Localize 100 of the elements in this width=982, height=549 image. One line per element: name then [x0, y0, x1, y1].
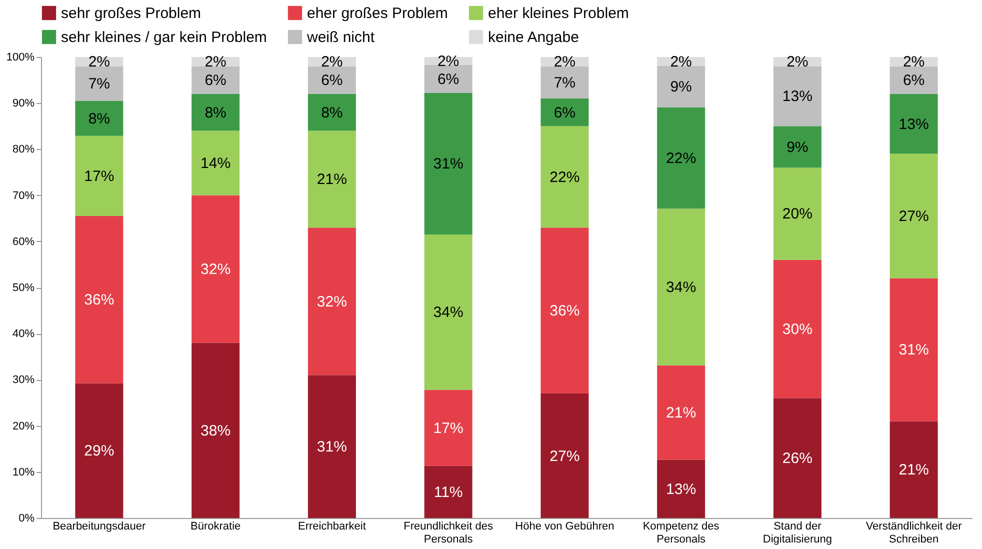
- data-label: 14%: [200, 155, 231, 172]
- y-tick-label: 80%: [12, 144, 35, 156]
- bar: [890, 421, 938, 518]
- bar: [773, 168, 822, 260]
- data-label: 2%: [554, 54, 576, 71]
- data-label: 6%: [902, 72, 925, 90]
- data-label: 8%: [204, 104, 226, 122]
- y-tick-label: 50%: [12, 282, 35, 294]
- data-label: 34%: [433, 304, 464, 322]
- bar: [308, 375, 356, 518]
- bar: [424, 390, 472, 466]
- data-label: 21%: [898, 462, 929, 479]
- bar: [773, 126, 822, 168]
- bar: [424, 92, 472, 234]
- data-label: 30%: [782, 320, 812, 338]
- data-label: 27%: [898, 208, 929, 226]
- data-label: 9%: [786, 138, 808, 156]
- data-label: 21%: [666, 404, 696, 422]
- bar: [773, 398, 822, 518]
- data-label: 22%: [666, 150, 696, 167]
- legend-label: sehr großes Problem: [61, 5, 202, 22]
- data-label: 6%: [554, 104, 576, 122]
- bar: [540, 394, 589, 518]
- data-label: 32%: [316, 293, 347, 310]
- data-label: 31%: [316, 438, 347, 456]
- bar: [75, 136, 124, 216]
- bar: [540, 66, 589, 98]
- bar: [657, 460, 706, 518]
- y-tick-label: 90%: [12, 98, 35, 110]
- data-label: 32%: [200, 261, 231, 278]
- data-label: 2%: [321, 54, 343, 71]
- bar: [308, 130, 356, 228]
- data-label: 36%: [84, 292, 114, 309]
- y-tick-label: 40%: [12, 328, 35, 340]
- data-label: 20%: [782, 206, 812, 223]
- data-label: 8%: [321, 104, 343, 122]
- bar: [308, 94, 356, 131]
- data-label: 11%: [434, 484, 463, 501]
- data-label: 31%: [898, 342, 929, 359]
- data-label: 29%: [84, 442, 114, 460]
- data-label: 6%: [204, 72, 226, 90]
- bar: [540, 126, 589, 228]
- data-label: 2%: [786, 54, 808, 71]
- bar: [890, 66, 938, 94]
- data-label: 7%: [554, 74, 576, 92]
- data-label: 2%: [88, 54, 110, 71]
- bar: [890, 94, 938, 154]
- bar: [192, 94, 240, 131]
- data-label: 34%: [666, 279, 696, 296]
- x-tick-label: Freundlichkeit des Personals: [404, 520, 494, 546]
- data-label: 31%: [433, 156, 464, 173]
- data-label: 9%: [670, 78, 692, 96]
- data-label: 13%: [898, 116, 929, 133]
- legend-label: weiß nicht: [306, 29, 376, 46]
- data-label: 6%: [321, 72, 343, 90]
- x-tick-label: Kompetenz des Personals: [642, 520, 720, 546]
- bar: [308, 228, 356, 376]
- bar: [192, 66, 240, 94]
- bar: [308, 66, 356, 94]
- y-tick-label: 0%: [18, 512, 35, 524]
- y-tick-label: 20%: [12, 420, 35, 432]
- bar: [424, 64, 472, 93]
- bar: [773, 260, 822, 398]
- bar: [657, 107, 706, 209]
- x-tick-label: Erreichbarkeit: [298, 520, 366, 532]
- bar: [657, 365, 706, 460]
- x-tick-label: Bürokratie: [190, 520, 241, 532]
- data-label: 17%: [84, 168, 114, 185]
- bar: [192, 342, 240, 518]
- legend-label: sehr kleines / gar kein Problem: [61, 29, 267, 46]
- x-tick-label: Höhe von Gebühren: [515, 520, 614, 532]
- bar: [540, 98, 589, 126]
- data-label: 2%: [902, 54, 925, 71]
- data-label: 21%: [316, 171, 347, 188]
- data-label: 38%: [200, 422, 231, 440]
- y-tick-label: 60%: [12, 236, 35, 248]
- data-label: 8%: [88, 110, 110, 128]
- bar: [75, 383, 124, 518]
- bar: [657, 66, 706, 108]
- legend-label: eher großes Problem: [307, 5, 448, 22]
- legend-label: keine Angabe: [488, 29, 579, 46]
- y-tick-label: 10%: [12, 466, 35, 478]
- y-tick-label: 70%: [12, 190, 35, 202]
- bar: [424, 466, 472, 518]
- data-label: 26%: [782, 450, 812, 468]
- bar: [657, 208, 706, 366]
- x-tick-label: Verständlichkeit der Schreiben: [866, 520, 962, 546]
- x-tick-label: Stand der Digitalisierung: [762, 520, 832, 546]
- bar: [773, 66, 822, 126]
- bar: [192, 130, 240, 196]
- legend-label: eher kleines Problem: [488, 5, 629, 22]
- data-label: 13%: [666, 480, 696, 498]
- bar: [540, 228, 589, 394]
- bar: [75, 66, 124, 101]
- data-label: 22%: [550, 168, 580, 186]
- data-label: 2%: [437, 52, 460, 70]
- data-label: 6%: [437, 70, 460, 88]
- bar: [75, 216, 124, 384]
- data-label: 27%: [550, 448, 580, 465]
- data-label: 36%: [550, 302, 580, 320]
